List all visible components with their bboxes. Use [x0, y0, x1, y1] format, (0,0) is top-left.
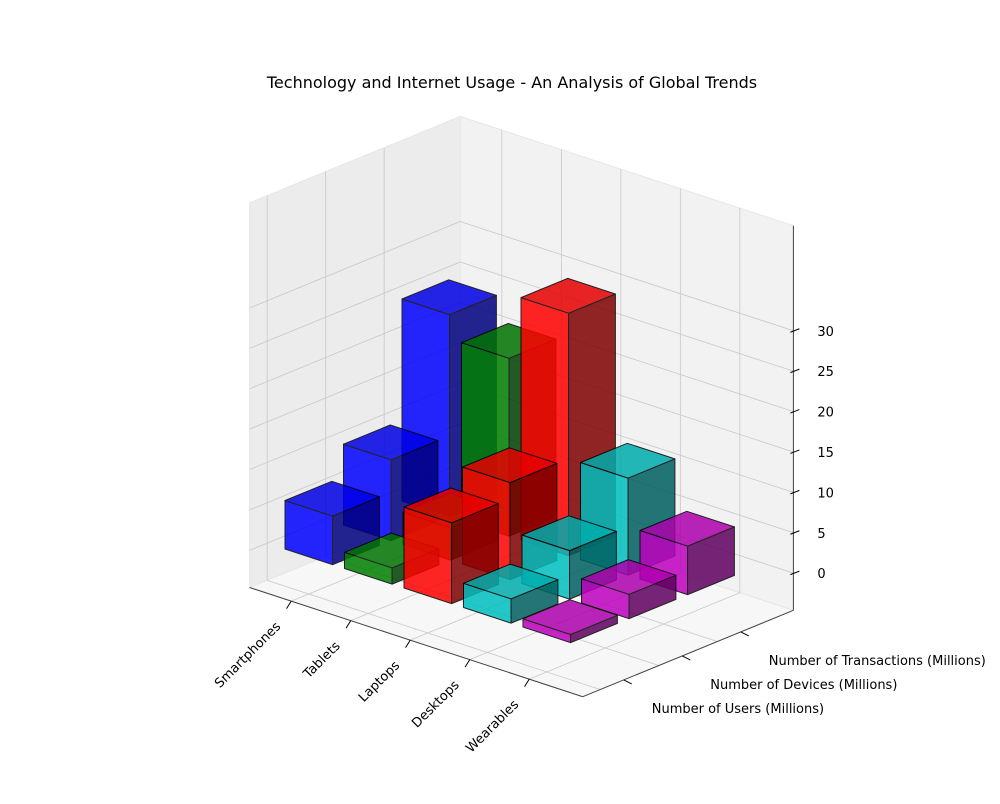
bar-top-face — [284, 480, 380, 517]
bar-top-face — [520, 277, 616, 314]
x-tick-label: Laptops — [356, 658, 403, 705]
x-tick-label: Desktops — [409, 678, 462, 731]
bar-top-face — [522, 599, 618, 635]
bar-top-face — [462, 447, 558, 484]
grid-line-z — [460, 221, 794, 332]
x-tick-label: Tablets — [300, 639, 344, 683]
bar — [463, 563, 559, 624]
grid-line-z — [249, 221, 461, 309]
y-tick-label: Number of Transactions (Millions) — [769, 654, 986, 669]
bar — [522, 599, 618, 644]
x-tick-mark — [405, 639, 411, 648]
grid-line-x — [529, 592, 741, 680]
z-tick-mark — [790, 570, 800, 576]
z-tick-mark — [790, 449, 800, 454]
x-tick-label: Smartphones — [212, 619, 284, 691]
bar-top-face — [343, 424, 439, 461]
x-tick-mark — [345, 620, 352, 629]
z-tick-mark — [790, 409, 800, 414]
y-axis-line — [582, 609, 794, 698]
bar — [581, 559, 677, 620]
z-tick-label: 10 — [817, 486, 834, 501]
z-tick-label: 5 — [817, 527, 825, 542]
z-tick-label: 0 — [817, 567, 825, 582]
x-tick-label: Wearables — [463, 697, 522, 756]
z-tick-mark — [790, 530, 800, 535]
z-tick-label: 20 — [817, 406, 834, 421]
x-tick-mark — [524, 678, 530, 687]
chart-title: Technology and Internet Usage - An Analy… — [266, 73, 757, 92]
y-tick-mark — [682, 655, 691, 661]
z-tick-label: 25 — [817, 365, 834, 380]
z-tick-mark — [790, 489, 800, 495]
z-tick-mark — [790, 328, 800, 333]
bar-top-face — [463, 563, 559, 600]
axis-lines — [249, 225, 794, 698]
x-tick-mark — [286, 600, 292, 609]
bar-top-face — [401, 279, 497, 316]
z-tick-mark — [790, 368, 800, 374]
x-tick-mark — [464, 659, 471, 668]
grid-line-z — [249, 261, 461, 349]
z-tick-label: 15 — [817, 446, 834, 461]
bars — [284, 277, 735, 644]
bar-top-face — [639, 510, 735, 547]
z-tick-label: 30 — [817, 325, 834, 340]
bar-top-face — [580, 442, 676, 479]
grid-line-y — [267, 579, 601, 690]
bar-top-face — [403, 487, 499, 524]
y-tick-label: Number of Devices (Millions) — [710, 678, 897, 693]
x-axis-line — [249, 587, 583, 698]
y-tick-label: Number of Users (Millions) — [652, 702, 824, 717]
bar-top-face — [521, 515, 617, 552]
y-tick-mark — [623, 679, 632, 685]
grid-line-z — [460, 301, 794, 412]
y-tick-mark — [740, 631, 749, 637]
bar-top-face — [581, 559, 677, 595]
bar-front-face — [403, 506, 453, 605]
grid-line-z — [460, 261, 794, 372]
